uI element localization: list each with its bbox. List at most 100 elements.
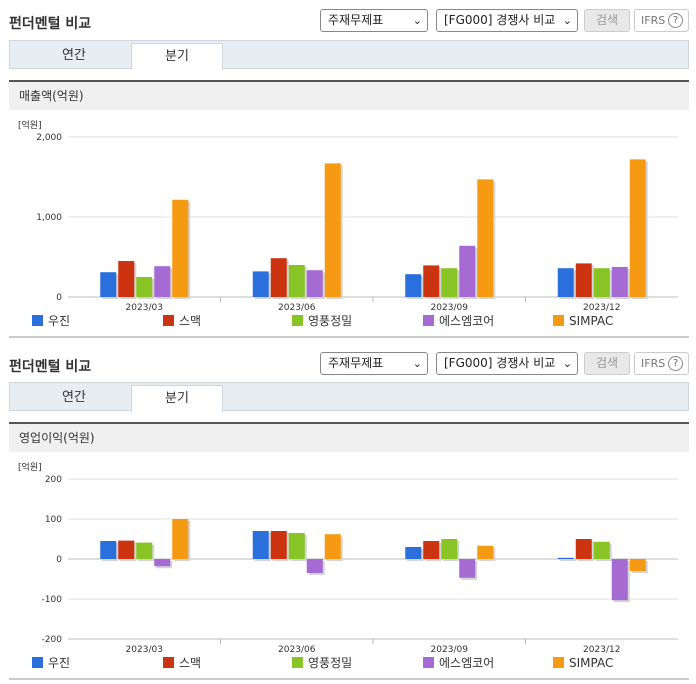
x-tick-label: 2023/06 <box>278 303 316 313</box>
bar <box>629 159 646 297</box>
x-tick-label: 2023/09 <box>431 303 469 313</box>
legend-item[interactable]: 영풍정밀 <box>292 313 352 329</box>
ifrs-button[interactable]: IFRS ? <box>634 9 689 32</box>
operating-profit-chart: -200 -100 0 100 200 2023/03 2023/06 2023/09 2023… <box>42 475 678 655</box>
bar <box>575 539 592 559</box>
y-tick-label: 0 <box>56 555 62 565</box>
unit-label: [억원] <box>18 121 42 131</box>
bar <box>593 268 610 297</box>
bar <box>611 559 628 601</box>
bar <box>252 271 269 297</box>
legend-item[interactable]: 영풍정밀 <box>292 655 352 671</box>
legend-item[interactable]: 에스엠코어 <box>423 655 494 671</box>
bar <box>100 272 117 297</box>
bar <box>629 559 646 571</box>
fundamental-section-1: 펀더멘털 비교 주재무제표 ⌄ [FG000] 경쟁사 비교 ⌄ 검색 IFRS ?… <box>0 9 696 338</box>
y-tick-label: 0 <box>56 293 62 303</box>
revenue-chart: 0 1,000 2,000 2023/03 2023/06 2023/09 2023/12 <box>36 133 678 313</box>
legend-swatch <box>553 657 564 668</box>
help-icon[interactable]: ? <box>668 13 683 28</box>
legend-item[interactable]: 우진 <box>32 313 70 329</box>
legend-item[interactable]: 에스엠코어 <box>423 313 494 329</box>
legend-label: 스맥 <box>179 656 202 670</box>
x-tick-label: 2023/12 <box>583 645 620 655</box>
peer-group-value: [FG000] 경쟁사 비교 <box>444 13 556 27</box>
x-tick-label: 2023/03 <box>126 645 163 655</box>
bar <box>154 559 171 567</box>
bar <box>441 268 458 297</box>
bar <box>306 270 323 297</box>
bar <box>118 540 135 559</box>
bar <box>172 199 189 297</box>
bar <box>477 545 494 559</box>
bar <box>557 557 574 559</box>
bar <box>154 266 171 297</box>
bar <box>611 267 628 297</box>
x-tick-label: 2023/12 <box>583 303 620 313</box>
legend-swatch <box>163 657 174 668</box>
legend-item[interactable]: 스맥 <box>163 313 201 329</box>
bar <box>288 265 305 297</box>
statement-type-value: 주재무제표 <box>328 356 384 370</box>
bar <box>593 541 610 559</box>
legend-item[interactable]: 우진 <box>32 655 70 671</box>
bar <box>557 268 574 297</box>
legend-label: 우진 <box>48 656 71 670</box>
statement-type-value: 주재무제표 <box>328 13 384 27</box>
unit-label: [억원] <box>18 463 42 473</box>
bar <box>252 531 269 559</box>
x-tick-label: 2023/09 <box>431 645 469 655</box>
peer-group-select[interactable]: [FG000] 경쟁사 비교 ⌄ <box>436 352 578 375</box>
legend-swatch <box>163 315 174 326</box>
section-title: 펀더멘털 비교 <box>9 16 92 32</box>
tab-annual[interactable]: 연간 <box>62 48 86 63</box>
legend-swatch <box>32 315 43 326</box>
legend-swatch <box>292 657 303 668</box>
chevron-down-icon: ⌄ <box>412 14 422 27</box>
legend-label: 우진 <box>48 314 71 328</box>
bar <box>100 541 117 559</box>
y-tick-label: 1,000 <box>36 213 62 223</box>
legend-swatch <box>32 657 43 668</box>
bar <box>136 542 153 559</box>
legend-label: 에스엠코어 <box>439 314 495 328</box>
search-button[interactable]: 검색 <box>584 352 630 375</box>
legend-label: 영풍정밀 <box>308 656 353 670</box>
legend-item[interactable]: SIMPAC <box>553 313 613 329</box>
statement-type-select[interactable]: 주재무제표 ⌄ <box>320 9 428 32</box>
bar <box>324 534 341 559</box>
tab-quarterly[interactable]: 분기 <box>131 385 223 412</box>
bar <box>423 541 440 559</box>
legend-swatch <box>553 315 564 326</box>
bar <box>459 245 476 297</box>
fundamental-section-2: 펀더멘털 비교 주재무제표 ⌄ [FG000] 경쟁사 비교 ⌄ 검색 IFRS ?… <box>0 342 696 684</box>
chevron-down-icon: ⌄ <box>562 357 572 370</box>
legend-item[interactable]: 스맥 <box>163 655 201 671</box>
y-tick-label: 100 <box>45 515 62 525</box>
chevron-down-icon: ⌄ <box>562 14 572 27</box>
legend-label: 스맥 <box>179 314 202 328</box>
statement-type-select[interactable]: 주재무제표 ⌄ <box>320 352 428 375</box>
bar <box>477 179 494 297</box>
peer-group-select[interactable]: [FG000] 경쟁사 비교 ⌄ <box>436 9 578 32</box>
legend-swatch <box>423 315 434 326</box>
legend-item[interactable]: SIMPAC <box>553 655 613 671</box>
ifrs-label: IFRS <box>641 14 666 27</box>
y-tick-label: -200 <box>42 635 63 645</box>
ifrs-label: IFRS <box>641 357 666 370</box>
bar-shadow <box>559 559 576 561</box>
tab-quarterly[interactable]: 분기 <box>131 43 223 70</box>
chart-legend: 우진 스맥 영풍정밀 에스엠코어 SIMPAC <box>0 313 696 329</box>
ifrs-button[interactable]: IFRS ? <box>634 352 689 375</box>
chart-legend: 우진 스맥 영풍정밀 에스엠코어 SIMPAC <box>0 655 696 671</box>
y-tick-label: 200 <box>45 475 62 485</box>
bar <box>306 559 323 573</box>
bar <box>459 559 476 578</box>
y-tick-label: 2,000 <box>36 133 62 143</box>
tab-annual[interactable]: 연간 <box>62 390 86 405</box>
legend-label: 에스엠코어 <box>439 656 495 670</box>
help-icon[interactable]: ? <box>668 356 683 371</box>
search-button[interactable]: 검색 <box>584 9 630 32</box>
bar <box>324 163 341 297</box>
bar <box>172 519 189 559</box>
